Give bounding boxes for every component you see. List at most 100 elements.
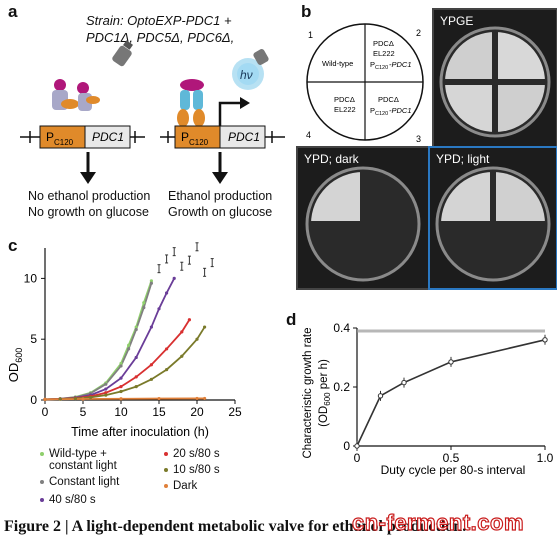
series-line [44, 326, 206, 401]
series-line [44, 277, 175, 401]
data-point [172, 276, 176, 280]
x-tick-label: 0 [354, 451, 361, 465]
plate-label-ypd-light: YPD; light [436, 152, 490, 166]
legend-swatch [40, 451, 44, 456]
quadrant-4-line-2: EL222 [334, 105, 356, 114]
light-on-icon: hν [232, 49, 269, 90]
data-point [157, 396, 161, 401]
legend-item-40s: 40 s/80 s [40, 494, 96, 506]
right-outcome: Ethanol production Growth on glucose [168, 188, 272, 220]
plate-photo-ypd-dark: YPD; dark [296, 146, 430, 290]
data-point [134, 355, 138, 360]
data-point [81, 397, 85, 401]
data-point [119, 361, 123, 366]
growth-rate-chart: 0 0.5 1.0 0 0.2 0.4 Characteristic growth rat… [302, 321, 554, 477]
plate-number-2: 2 [416, 28, 421, 38]
down-arrow-right-icon [212, 172, 228, 184]
data-point [149, 325, 153, 329]
data-point [149, 279, 153, 283]
series-line [44, 397, 205, 401]
data-point [119, 389, 123, 394]
data-point [134, 327, 138, 332]
data-point [119, 376, 123, 380]
data-point [104, 393, 108, 397]
light-off-icon [112, 40, 133, 67]
plate-label-ypd-dark: YPD; dark [304, 152, 359, 166]
data-point [142, 301, 146, 305]
strain-description: Strain: OptoEXP-PDC1 + PDC1Δ, PDC5Δ, PDC… [86, 12, 234, 46]
data-point [104, 382, 108, 386]
light-label: hν [240, 68, 253, 82]
data-point [165, 347, 169, 351]
quadrant-2-line-3-tail: -PDC1 [389, 60, 412, 69]
plate-map-diagram: 1 2 3 4 Wild-type PDCΔ EL222 P C120 -PDC… [306, 23, 424, 144]
x-tick-label: 10 [114, 405, 128, 419]
data-point [134, 385, 138, 389]
data-point [119, 385, 123, 389]
plate-photo-ypd-light: YPD; light [428, 146, 557, 290]
chart-c-legend: Wild-type + constant light Constant ligh… [40, 448, 300, 512]
x-tick-label: 1.0 [537, 451, 554, 465]
data-point [58, 397, 62, 401]
plate-label-ypge: YPGE [440, 14, 474, 28]
data-point [377, 393, 384, 399]
data-point [180, 330, 184, 334]
quadrant-2-line-3: P [370, 60, 375, 69]
quadrant-2-line-1: PDCΔ [373, 39, 394, 48]
legend-item-20s: 20 s/80 s [164, 448, 220, 460]
data-point [203, 325, 207, 329]
gene-label-left: PDC1 [92, 130, 124, 144]
data-point [157, 307, 161, 311]
gene-label-right: PDC1 [228, 130, 260, 144]
right-outcome-line-2: Growth on glucose [168, 205, 273, 219]
data-point [354, 443, 360, 449]
data-point [187, 318, 191, 322]
quadrant-2-line-3-sub: C120 [375, 65, 388, 71]
left-outcome-line-2: No growth on glucose [28, 205, 149, 219]
chart-d-xlabel: Duty cycle per 80-s interval [381, 463, 526, 477]
down-arrow-left-icon [80, 172, 96, 184]
left-outcome-line-1: No ethanol production [28, 189, 151, 203]
quadrant-3-line-2: P [370, 106, 375, 115]
data-point [165, 291, 169, 295]
data-point [142, 305, 146, 310]
quadrant-3-line-2-tail: -PDC1 [389, 106, 412, 115]
data-point [203, 396, 207, 401]
panel-letter-a: a [8, 2, 18, 21]
x-tick-label: 0.5 [443, 451, 460, 465]
x-tick-label: 15 [152, 405, 166, 419]
chart-c-xlabel: Time after inoculation (h) [71, 425, 209, 439]
x-tick-label: 20 [190, 405, 204, 419]
data-point [127, 347, 131, 351]
data-point [104, 391, 108, 395]
data-point [73, 396, 77, 401]
x-tick-label: 0 [42, 405, 49, 419]
data-point [165, 368, 169, 372]
strain-line-2: PDC1Δ, PDC5Δ, PDC6Δ, [86, 30, 235, 45]
y-tick-label: 0.4 [333, 321, 350, 335]
strain-line-1: Strain: OptoEXP-PDC1 + [86, 13, 232, 28]
right-outcome-line-1: Ethanol production [168, 189, 273, 203]
data-point [149, 377, 153, 381]
data-point [195, 396, 199, 401]
legend-item-10s: 10 s/80 s [164, 464, 220, 476]
quadrant-3-line-1: PDCΔ [378, 95, 399, 104]
data-point [119, 397, 123, 401]
plate-number-3: 3 [416, 134, 421, 144]
data-point [401, 379, 407, 386]
chart-c-ylabel: OD600 [6, 348, 24, 383]
chart-d-ylabel-1: Characteristic growth rate [302, 327, 314, 458]
series-line [44, 280, 153, 401]
data-point [104, 387, 108, 391]
legend-item-wild-type-2: constant light [49, 460, 117, 472]
active-el222-icon [177, 79, 205, 127]
series-line [44, 282, 153, 401]
panel-a-diagram: hν P C120 PDC1 P C120 PDC1 [20, 40, 285, 184]
data-point [149, 363, 153, 367]
data-point [195, 337, 199, 341]
data-point [43, 397, 47, 401]
gene-box-left [84, 125, 131, 149]
gene-box-right [219, 125, 266, 149]
watermark: cn-ferment.com [351, 509, 525, 535]
x-tick-label: 25 [228, 405, 242, 419]
